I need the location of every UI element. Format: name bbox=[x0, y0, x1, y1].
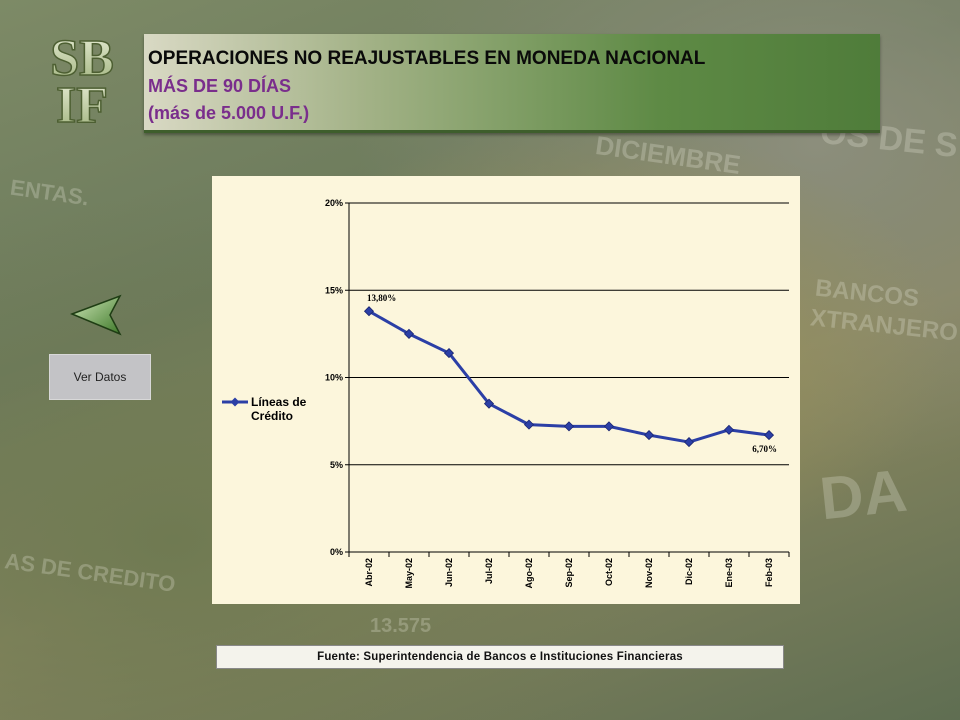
source-note: Fuente: Superintendencia de Bancos e Ins… bbox=[216, 645, 784, 669]
data-point bbox=[363, 306, 375, 317]
x-tick-label: Oct-02 bbox=[604, 558, 614, 586]
x-tick-label: Sep-02 bbox=[564, 558, 574, 588]
data-point bbox=[643, 430, 655, 441]
x-tick-label: Feb-03 bbox=[764, 558, 774, 587]
sbif-logo: SB IF bbox=[49, 30, 114, 126]
page-subtitle: MÁS DE 90 DÍAS bbox=[148, 76, 292, 96]
line-chart: 0% 5% 10% 15% 20% Abr-02 May-02 Jun-02 Jul-02 Ago… bbox=[222, 198, 790, 589]
x-tick-label: Jul-02 bbox=[484, 558, 494, 584]
y-tick-label: 10% bbox=[325, 373, 343, 383]
data-point bbox=[563, 421, 575, 432]
legend-label: Crédito bbox=[251, 409, 293, 423]
svg-text:IF: IF bbox=[56, 77, 108, 126]
y-tick-label: 0% bbox=[330, 547, 343, 557]
page-title: OPERACIONES NO REAJUSTABLES EN MONEDA NA… bbox=[148, 48, 706, 69]
title-banner: OPERACIONES NO REAJUSTABLES EN MONEDA NA… bbox=[144, 34, 880, 133]
data-label: 13,80% bbox=[367, 293, 396, 303]
y-tick-label: 5% bbox=[330, 460, 343, 470]
data-point bbox=[523, 419, 535, 430]
x-tick-label: Dic-02 bbox=[684, 558, 694, 585]
x-tick-label: Nov-02 bbox=[644, 558, 654, 588]
data-point bbox=[403, 328, 415, 339]
back-arrow-icon[interactable] bbox=[70, 294, 122, 336]
legend-marker bbox=[230, 397, 240, 407]
data-point bbox=[443, 348, 455, 359]
ver-datos-button[interactable]: Ver Datos bbox=[49, 354, 151, 400]
x-tick-label: Abr-02 bbox=[364, 558, 374, 587]
x-tick-label: Ene-03 bbox=[724, 558, 734, 588]
data-point bbox=[683, 436, 695, 448]
page-subtitle-amount: (más de 5.000 U.F.) bbox=[148, 103, 310, 123]
x-tick-label: Jun-02 bbox=[444, 558, 454, 587]
y-tick-label: 20% bbox=[325, 198, 343, 208]
svg-text:SB: SB bbox=[50, 30, 114, 87]
ver-datos-label: Ver Datos bbox=[73, 370, 127, 384]
x-tick-label: Ago-02 bbox=[524, 558, 534, 589]
legend-label: Líneas de bbox=[251, 395, 307, 409]
data-point bbox=[763, 430, 775, 441]
data-point bbox=[483, 398, 495, 409]
data-label: 6,70% bbox=[752, 444, 777, 454]
data-point bbox=[603, 421, 615, 432]
chart-panel: 0% 5% 10% 15% 20% Abr-02 May-02 Jun-02 Jul-02 Ago… bbox=[212, 176, 800, 604]
data-point bbox=[723, 424, 735, 435]
y-tick-label: 15% bbox=[325, 285, 343, 295]
source-text: Fuente: Superintendencia de Bancos e Ins… bbox=[317, 651, 683, 663]
x-tick-label: May-02 bbox=[404, 558, 414, 589]
